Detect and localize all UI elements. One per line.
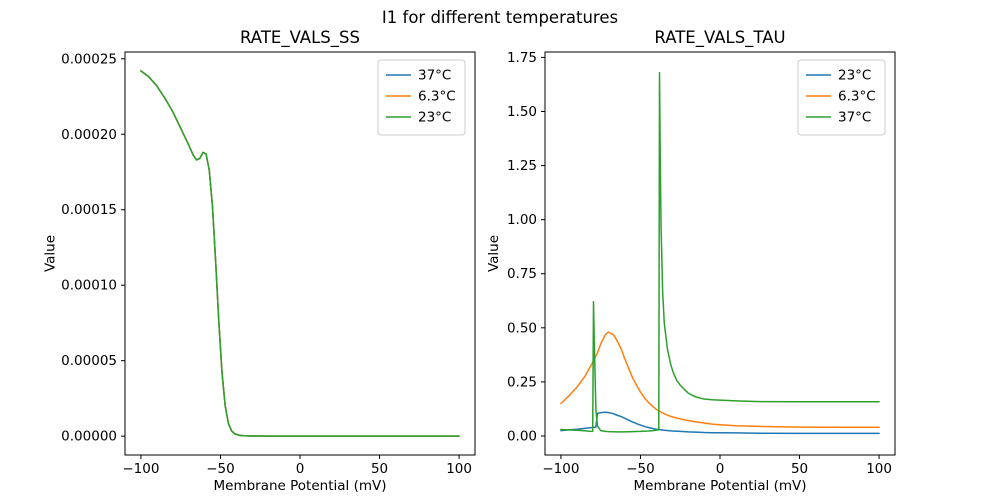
- legend-label: 23°C: [418, 110, 451, 126]
- y-axis-label: Value: [42, 235, 58, 272]
- series-line-37°C: [560, 71, 880, 433]
- series-line-23°C: [560, 411, 880, 435]
- subplot: −100 −50 0 50 100 0.00 0.25 0.50 0.75 1.00 1.25 1.5…: [486, 28, 896, 494]
- x-tick-label: 50: [791, 461, 808, 477]
- x-tick-label: 50: [371, 461, 388, 477]
- x-tick-label: −50: [626, 461, 655, 477]
- legend-label: 37°C: [418, 68, 451, 84]
- x-tick-label: −100: [542, 461, 579, 477]
- y-tick-label: 0.00010: [61, 278, 117, 294]
- y-tick-label: 0.00015: [61, 202, 117, 218]
- legend-label: 6.3°C: [418, 89, 456, 105]
- x-tick-label: 100: [446, 461, 472, 477]
- y-tick-label: 0.00005: [61, 353, 117, 369]
- y-tick-label: 1.50: [507, 104, 537, 120]
- y-tick-label: 1.00: [507, 212, 537, 228]
- series-line-6.3°C: [560, 331, 880, 429]
- subplot: −100 −50 0 50 100 0.00000 0.00005 0.00010 0.0001…: [42, 28, 476, 494]
- legend-label: 23°C: [838, 68, 871, 84]
- x-tick-label: −50: [206, 461, 235, 477]
- subplot-title: RATE_VALS_SS: [240, 28, 360, 48]
- y-tick-label: 0.00: [507, 428, 537, 444]
- series-line-23°C: [140, 70, 460, 437]
- y-tick-label: 0.75: [507, 266, 537, 282]
- legend-label: 37°C: [838, 110, 871, 126]
- x-axis-label: Membrane Potential (mV): [213, 478, 386, 494]
- x-tick-label: −100: [122, 461, 159, 477]
- x-tick-label: 0: [716, 461, 725, 477]
- x-axis-label: Membrane Potential (mV): [633, 478, 806, 494]
- legend-label: 6.3°C: [838, 89, 876, 105]
- x-tick-label: 100: [866, 461, 892, 477]
- y-tick-label: 1.75: [507, 50, 537, 66]
- y-tick-label: 0.00000: [61, 429, 117, 445]
- figure-title: I1 for different temperatures: [381, 8, 619, 27]
- y-tick-label: 0.25: [507, 374, 537, 390]
- y-tick-label: 0.00025: [61, 51, 117, 67]
- y-tick-label: 0.00020: [61, 127, 117, 143]
- y-tick-label: 1.25: [507, 158, 537, 174]
- subplot-title: RATE_VALS_TAU: [654, 28, 785, 48]
- y-axis-label: Value: [486, 235, 502, 272]
- x-tick-label: 0: [296, 461, 305, 477]
- y-tick-label: 0.50: [507, 320, 537, 336]
